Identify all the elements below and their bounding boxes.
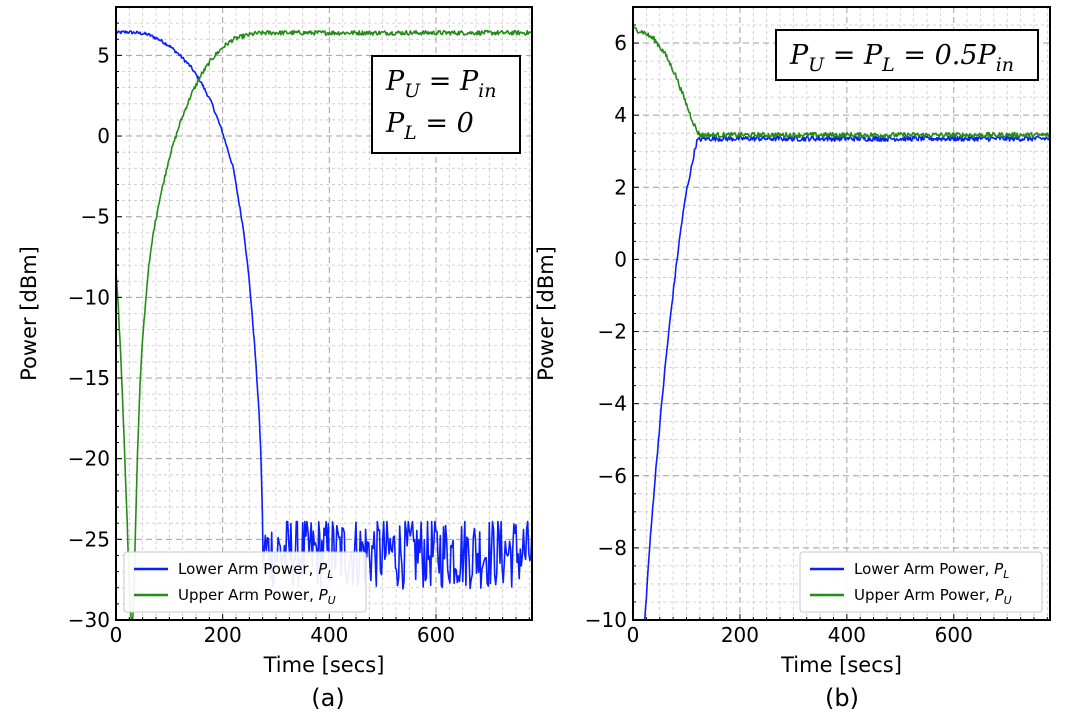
y-tick-label: −30: [68, 608, 110, 632]
y-tick-label: −15: [68, 366, 110, 390]
annotation-run: = 0: [417, 108, 474, 139]
y-tick-label: −2: [598, 320, 627, 344]
x-tick-label: 0: [627, 623, 640, 647]
ticks: 0 200 400 600 −30 −25 −20 −15 −10 −5 0 5: [68, 6, 530, 647]
x-tick-label: 0: [110, 623, 123, 647]
y-tick-label: 0: [97, 124, 110, 148]
y-tick-label: −8: [598, 536, 627, 560]
x-tick-label: 200: [204, 623, 242, 647]
legend-entry-subscript: L: [1003, 568, 1009, 581]
annotation-run: P: [385, 108, 405, 139]
y-tick-label: −6: [598, 464, 627, 488]
annotation-text: PL = 0: [385, 108, 474, 144]
panel-caption: (a): [311, 684, 344, 712]
y-tick-label: 0: [614, 247, 627, 271]
legend-entry-symbol: P: [319, 586, 329, 604]
legend-entry-text: Upper Arm Power,: [854, 586, 995, 604]
legend-entry-subscript: L: [327, 568, 333, 581]
legend-entry: Lower Arm Power, PL: [178, 560, 333, 581]
legend-box: [123, 551, 367, 613]
series-line-lower-arm: [644, 135, 1050, 619]
x-tick-label: 600: [417, 623, 455, 647]
annotation-subscript: L: [403, 122, 417, 144]
legend-entry-text: Upper Arm Power,: [178, 586, 319, 604]
x-axis-label: Time [secs]: [263, 653, 385, 677]
annotation-run: P: [385, 66, 405, 97]
x-tick-label: 400: [310, 623, 348, 647]
series-group: [633, 26, 1050, 619]
legend-entry-symbol: P: [994, 560, 1004, 578]
annotation-frame: [371, 55, 521, 154]
annotation-subscript: U: [808, 54, 825, 76]
chart-panel-a: 0 200 400 600 −30 −25 −20 −15 −10 −5 0 5 Time [secs]…: [17, 6, 533, 712]
y-axis-label: Power [dBm]: [534, 246, 558, 381]
y-tick-label: 5: [97, 43, 110, 67]
chart-panel-b: 0 200 400 600 −10 −8 −6 −4 −2 0 2 4 6 Time [secs] Powe…: [534, 6, 1051, 712]
y-tick-label: −4: [598, 392, 627, 416]
annotation-box: PU = PL = 0.5Pin: [775, 29, 1039, 81]
minor-grid: [116, 6, 532, 620]
legend-entry: Upper Arm Power, PU: [854, 586, 1012, 607]
legend-entry-symbol: P: [318, 560, 328, 578]
annotation-subscript: in: [996, 54, 1014, 76]
minor-grid: [633, 6, 1050, 620]
y-tick-label: −10: [585, 608, 627, 632]
y-tick-label: 6: [614, 31, 627, 55]
series-line-upper-arm: [116, 29, 532, 620]
annotation-frame: [775, 29, 1039, 81]
legend-entry: Upper Arm Power, PU: [178, 586, 336, 607]
annotation-run: = P: [824, 40, 883, 71]
legend-entry-subscript: U: [1004, 594, 1012, 607]
annotation-run: P: [789, 40, 809, 71]
annotation-run: = P: [420, 66, 479, 97]
y-tick-label: 2: [614, 175, 627, 199]
legend-entry-subscript: U: [328, 594, 336, 607]
y-axis-label: Power [dBm]: [17, 246, 41, 381]
annotation-text: PU = PL = 0.5Pin: [789, 40, 1014, 76]
x-axis-label: Time [secs]: [780, 653, 902, 677]
legend-entry: Lower Arm Power, PL: [854, 560, 1009, 581]
annotation-run: = 0.5P: [895, 40, 997, 71]
y-tick-label: −20: [68, 447, 110, 471]
x-tick-label: 400: [828, 623, 866, 647]
x-tick-label: 200: [721, 623, 759, 647]
annotation-subscript: in: [478, 80, 496, 102]
y-tick-label: −5: [81, 205, 110, 229]
y-tick-label: −10: [68, 285, 110, 309]
annotation-subscript: U: [404, 80, 421, 102]
legend-entry-text: Lower Arm Power,: [178, 560, 318, 578]
annotation-text: PU = Pin: [385, 66, 496, 102]
legend-entry-symbol: P: [995, 586, 1005, 604]
legend-box: [799, 551, 1043, 613]
annotation-subscript: L: [881, 54, 895, 76]
series-line-upper-arm: [633, 26, 1050, 139]
x-tick-label: 600: [935, 623, 973, 647]
ticks: 0 200 400 600 −10 −8 −6 −4 −2 0 2 4 6: [585, 6, 1048, 647]
y-tick-label: 4: [614, 103, 627, 127]
legend-entry-text: Lower Arm Power,: [854, 560, 994, 578]
panel-caption: (b): [825, 684, 859, 712]
y-tick-label: −25: [68, 527, 110, 551]
